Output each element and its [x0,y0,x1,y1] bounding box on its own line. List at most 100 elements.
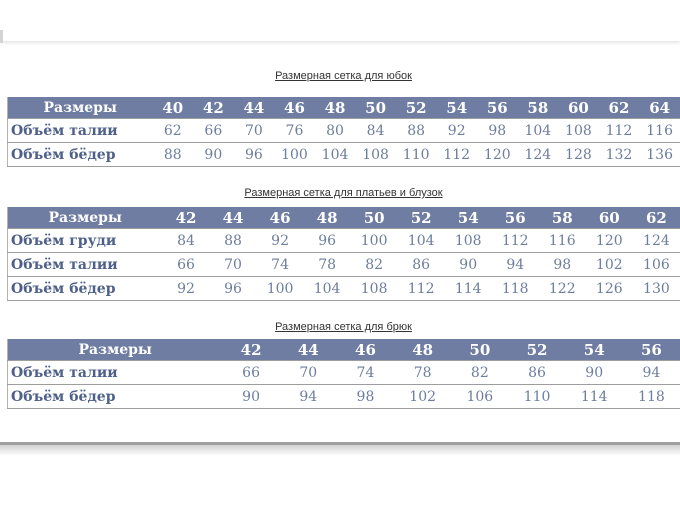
size-column-header: 44 [233,97,275,119]
measure-label: Объём груди [7,228,163,253]
measure-value: 92 [436,118,477,143]
measure-value: 102 [585,252,633,277]
size-column-header: 44 [279,339,337,361]
size-table-skirts: Размеры 40 42 44 46 48 50 52 54 56 58 60 62 64 Объём т… [7,97,680,167]
measure-value: 110 [395,142,437,167]
measure-value: 114 [565,384,623,409]
measure-row: Объём талии 62 66 70 76 80 84 88 92 98 104 108 112 11… [7,118,680,143]
measure-value: 108 [558,118,599,143]
size-header-row: Размеры 40 42 44 46 48 50 52 54 56 58 60 62 64 [7,97,680,119]
measure-value: 124 [632,228,680,253]
measure-value: 92 [162,276,210,301]
size-column-header: 60 [585,207,633,229]
measure-value: 96 [209,276,257,301]
table-corner-header: Размеры [7,97,153,119]
measure-value: 110 [508,384,566,409]
size-column-header: 44 [209,207,257,229]
size-column-header: 62 [598,97,640,119]
measure-value: 108 [350,276,398,301]
measure-value: 136 [639,142,680,167]
size-table: Размеры 42 44 46 48 50 52 54 56 Объём талии 66 70 74… [7,339,680,409]
measure-value: 84 [355,118,396,143]
measure-value: 86 [508,360,566,385]
measure-value: 116 [639,118,680,143]
size-column-header: 46 [256,207,304,229]
measure-row: Объём бёдер 88 90 96 100 104 108 110 112 120 124 12… [7,142,680,167]
measure-value: 92 [256,228,304,253]
size-column-header: 42 [193,97,234,119]
table-title-trousers: Размерная сетка для брюк [275,321,412,333]
measure-value: 104 [303,276,351,301]
measure-value: 104 [397,228,445,253]
measure-value: 74 [256,252,304,277]
measure-label: Объём бёдер [7,142,153,167]
size-column-header: 48 [394,339,452,361]
measure-row: Объём талии 66 70 74 78 82 86 90 94 [7,360,680,385]
measure-row: Объём груди 84 88 92 96 100 104 108 112 116 120 124 [7,228,680,253]
measure-value: 76 [274,118,315,143]
size-column-header: 46 [336,339,395,361]
size-column-header: 64 [639,97,680,119]
measure-value: 100 [256,276,304,301]
measure-value: 94 [279,384,337,409]
measure-value: 122 [538,276,586,301]
size-column-header: 50 [350,207,398,229]
size-column-header: 52 [508,339,566,361]
measure-value: 130 [632,276,680,301]
size-table: Размеры 40 42 44 46 48 50 52 54 56 58 60 62 64 Объём т… [7,97,680,167]
measure-value: 106 [451,384,509,409]
measure-row: Объём талии 66 70 74 78 82 86 90 94 98 102 106 [7,252,680,277]
measure-value: 120 [585,228,633,253]
measure-row: Объём бёдер 92 96 100 104 108 112 114 118 122 126 1… [7,276,680,301]
measure-value: 106 [632,252,680,277]
measure-value: 96 [303,228,351,253]
measure-label: Объём талии [7,360,223,385]
measure-value: 126 [585,276,633,301]
measure-value: 118 [622,384,680,409]
measure-value: 90 [222,384,280,409]
measure-value: 112 [397,276,445,301]
size-column-header: 40 [152,97,194,119]
measure-value: 70 [209,252,257,277]
measure-value: 98 [336,384,395,409]
measure-value: 84 [162,228,210,253]
size-column-header: 42 [162,207,210,229]
measure-value: 104 [517,118,559,143]
size-table-trousers: Размеры 42 44 46 48 50 52 54 56 Объём талии 66 70 74… [7,339,680,409]
size-table: Размеры 42 44 46 48 50 52 54 56 58 60 62 Объём груди… [7,207,680,301]
measure-value: 66 [222,360,280,385]
measure-label: Объём бёдер [7,384,223,409]
measure-value: 82 [350,252,398,277]
size-header-row: Размеры 42 44 46 48 50 52 54 56 58 60 62 [7,207,680,229]
measure-value: 88 [209,228,257,253]
measure-value: 108 [355,142,396,167]
measure-row: Объём бёдер 90 94 98 102 106 110 114 118 [7,384,680,409]
measure-value: 74 [336,360,395,385]
measure-value: 94 [622,360,680,385]
measure-value: 88 [395,118,437,143]
measure-value: 82 [451,360,509,385]
size-column-header: 42 [222,339,280,361]
size-column-header: 62 [632,207,680,229]
measure-value: 66 [193,118,234,143]
size-column-header: 58 [517,97,559,119]
content-bottom-edge [0,442,680,445]
size-column-header: 56 [622,339,680,361]
size-column-header: 50 [451,339,509,361]
measure-value: 90 [444,252,492,277]
table-corner-header: Размеры [7,207,163,229]
measure-value: 100 [274,142,315,167]
size-column-header: 52 [397,207,445,229]
measure-label: Объём бёдер [7,276,163,301]
measure-value: 70 [279,360,337,385]
measure-value: 112 [436,142,477,167]
measure-value: 96 [233,142,275,167]
size-column-header: 48 [303,207,351,229]
measure-value: 114 [444,276,492,301]
measure-value: 100 [350,228,398,253]
measure-value: 66 [162,252,210,277]
measure-value: 108 [444,228,492,253]
measure-value: 116 [538,228,586,253]
left-edge-mark [0,30,3,43]
